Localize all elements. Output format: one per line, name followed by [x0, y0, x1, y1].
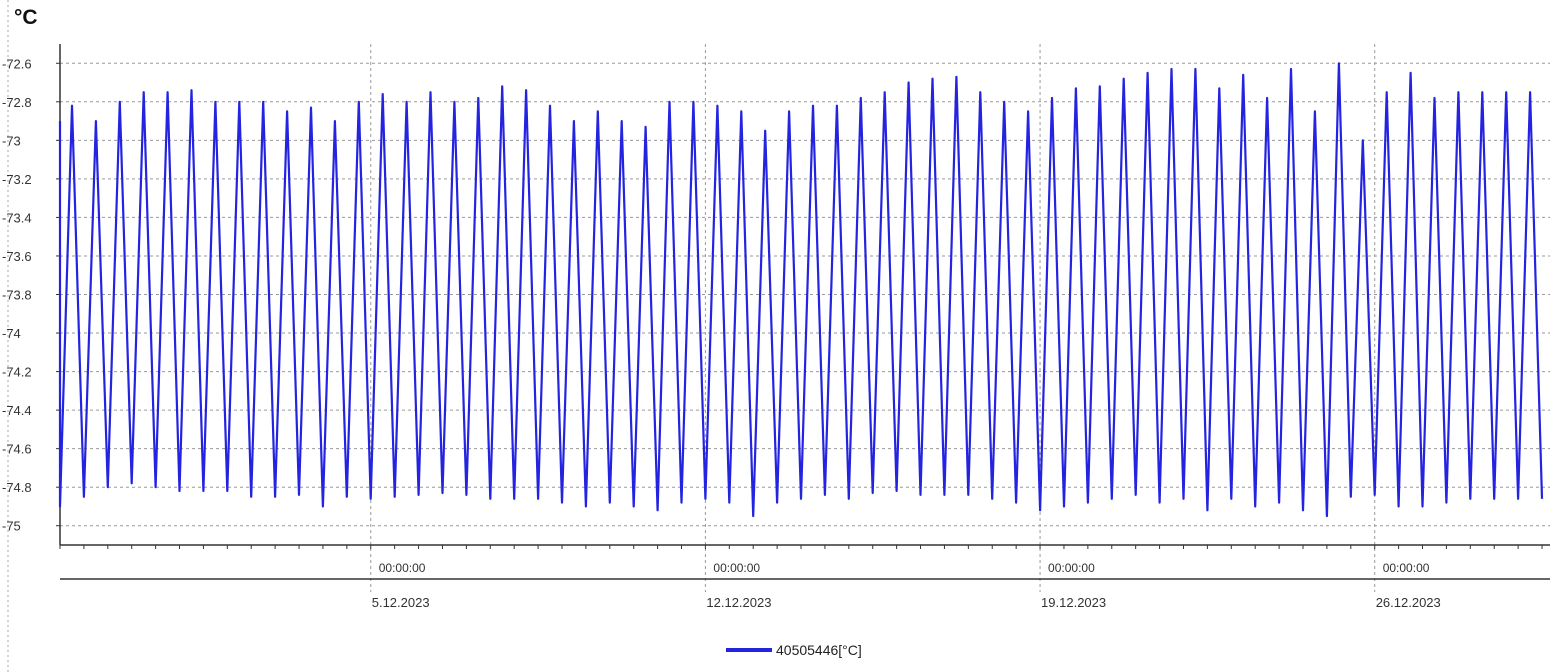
y-tick-label: -73.2 [2, 172, 32, 187]
y-tick-label: -74.8 [2, 480, 32, 495]
series-lines [58, 62, 1544, 518]
x-tick-date-label: 26.12.2023 [1376, 595, 1441, 610]
series-line-40505446 [58, 62, 1544, 518]
x-tick-time-label: 00:00:00 [379, 561, 426, 575]
legend-label: 40505446[°C] [776, 642, 862, 658]
y-tick-label: -72.8 [2, 95, 32, 110]
x-tick-date-label: 19.12.2023 [1041, 595, 1106, 610]
y-tick-label: -73.4 [2, 210, 32, 225]
y-tick-label: -75 [2, 519, 21, 534]
x-tick-date-label: 12.12.2023 [706, 595, 771, 610]
y-tick-label: -73 [2, 133, 21, 148]
y-tick-label: -74 [2, 326, 21, 341]
x-tick-time-label: 00:00:00 [1048, 561, 1095, 575]
y-tick-label: -74.6 [2, 442, 32, 457]
y-tick-label: -74.4 [2, 403, 32, 418]
y-tick-label: -74.2 [2, 365, 32, 380]
y-tick-labels: -72.6 -72.8 -73 -73.2 -73.4 -73.6 -73.8 -74 -74.… [2, 56, 32, 533]
x-tick-time-label: 00:00:00 [1383, 561, 1430, 575]
x-tick-labels: 00:00:00 5.12.2023 00:00:00 12.12.2023 00:00… [372, 561, 1441, 610]
y-tick-label: -72.6 [2, 56, 32, 71]
y-axis-unit-label: °C [14, 6, 38, 29]
legend-swatch [726, 648, 772, 652]
x-tick-time-label: 00:00:00 [713, 561, 760, 575]
x-tick-date-label: 5.12.2023 [372, 595, 430, 610]
y-tick-label: -73.6 [2, 249, 32, 264]
y-tick-label: -73.8 [2, 288, 32, 303]
legend[interactable]: 40505446[°C] [726, 642, 862, 658]
